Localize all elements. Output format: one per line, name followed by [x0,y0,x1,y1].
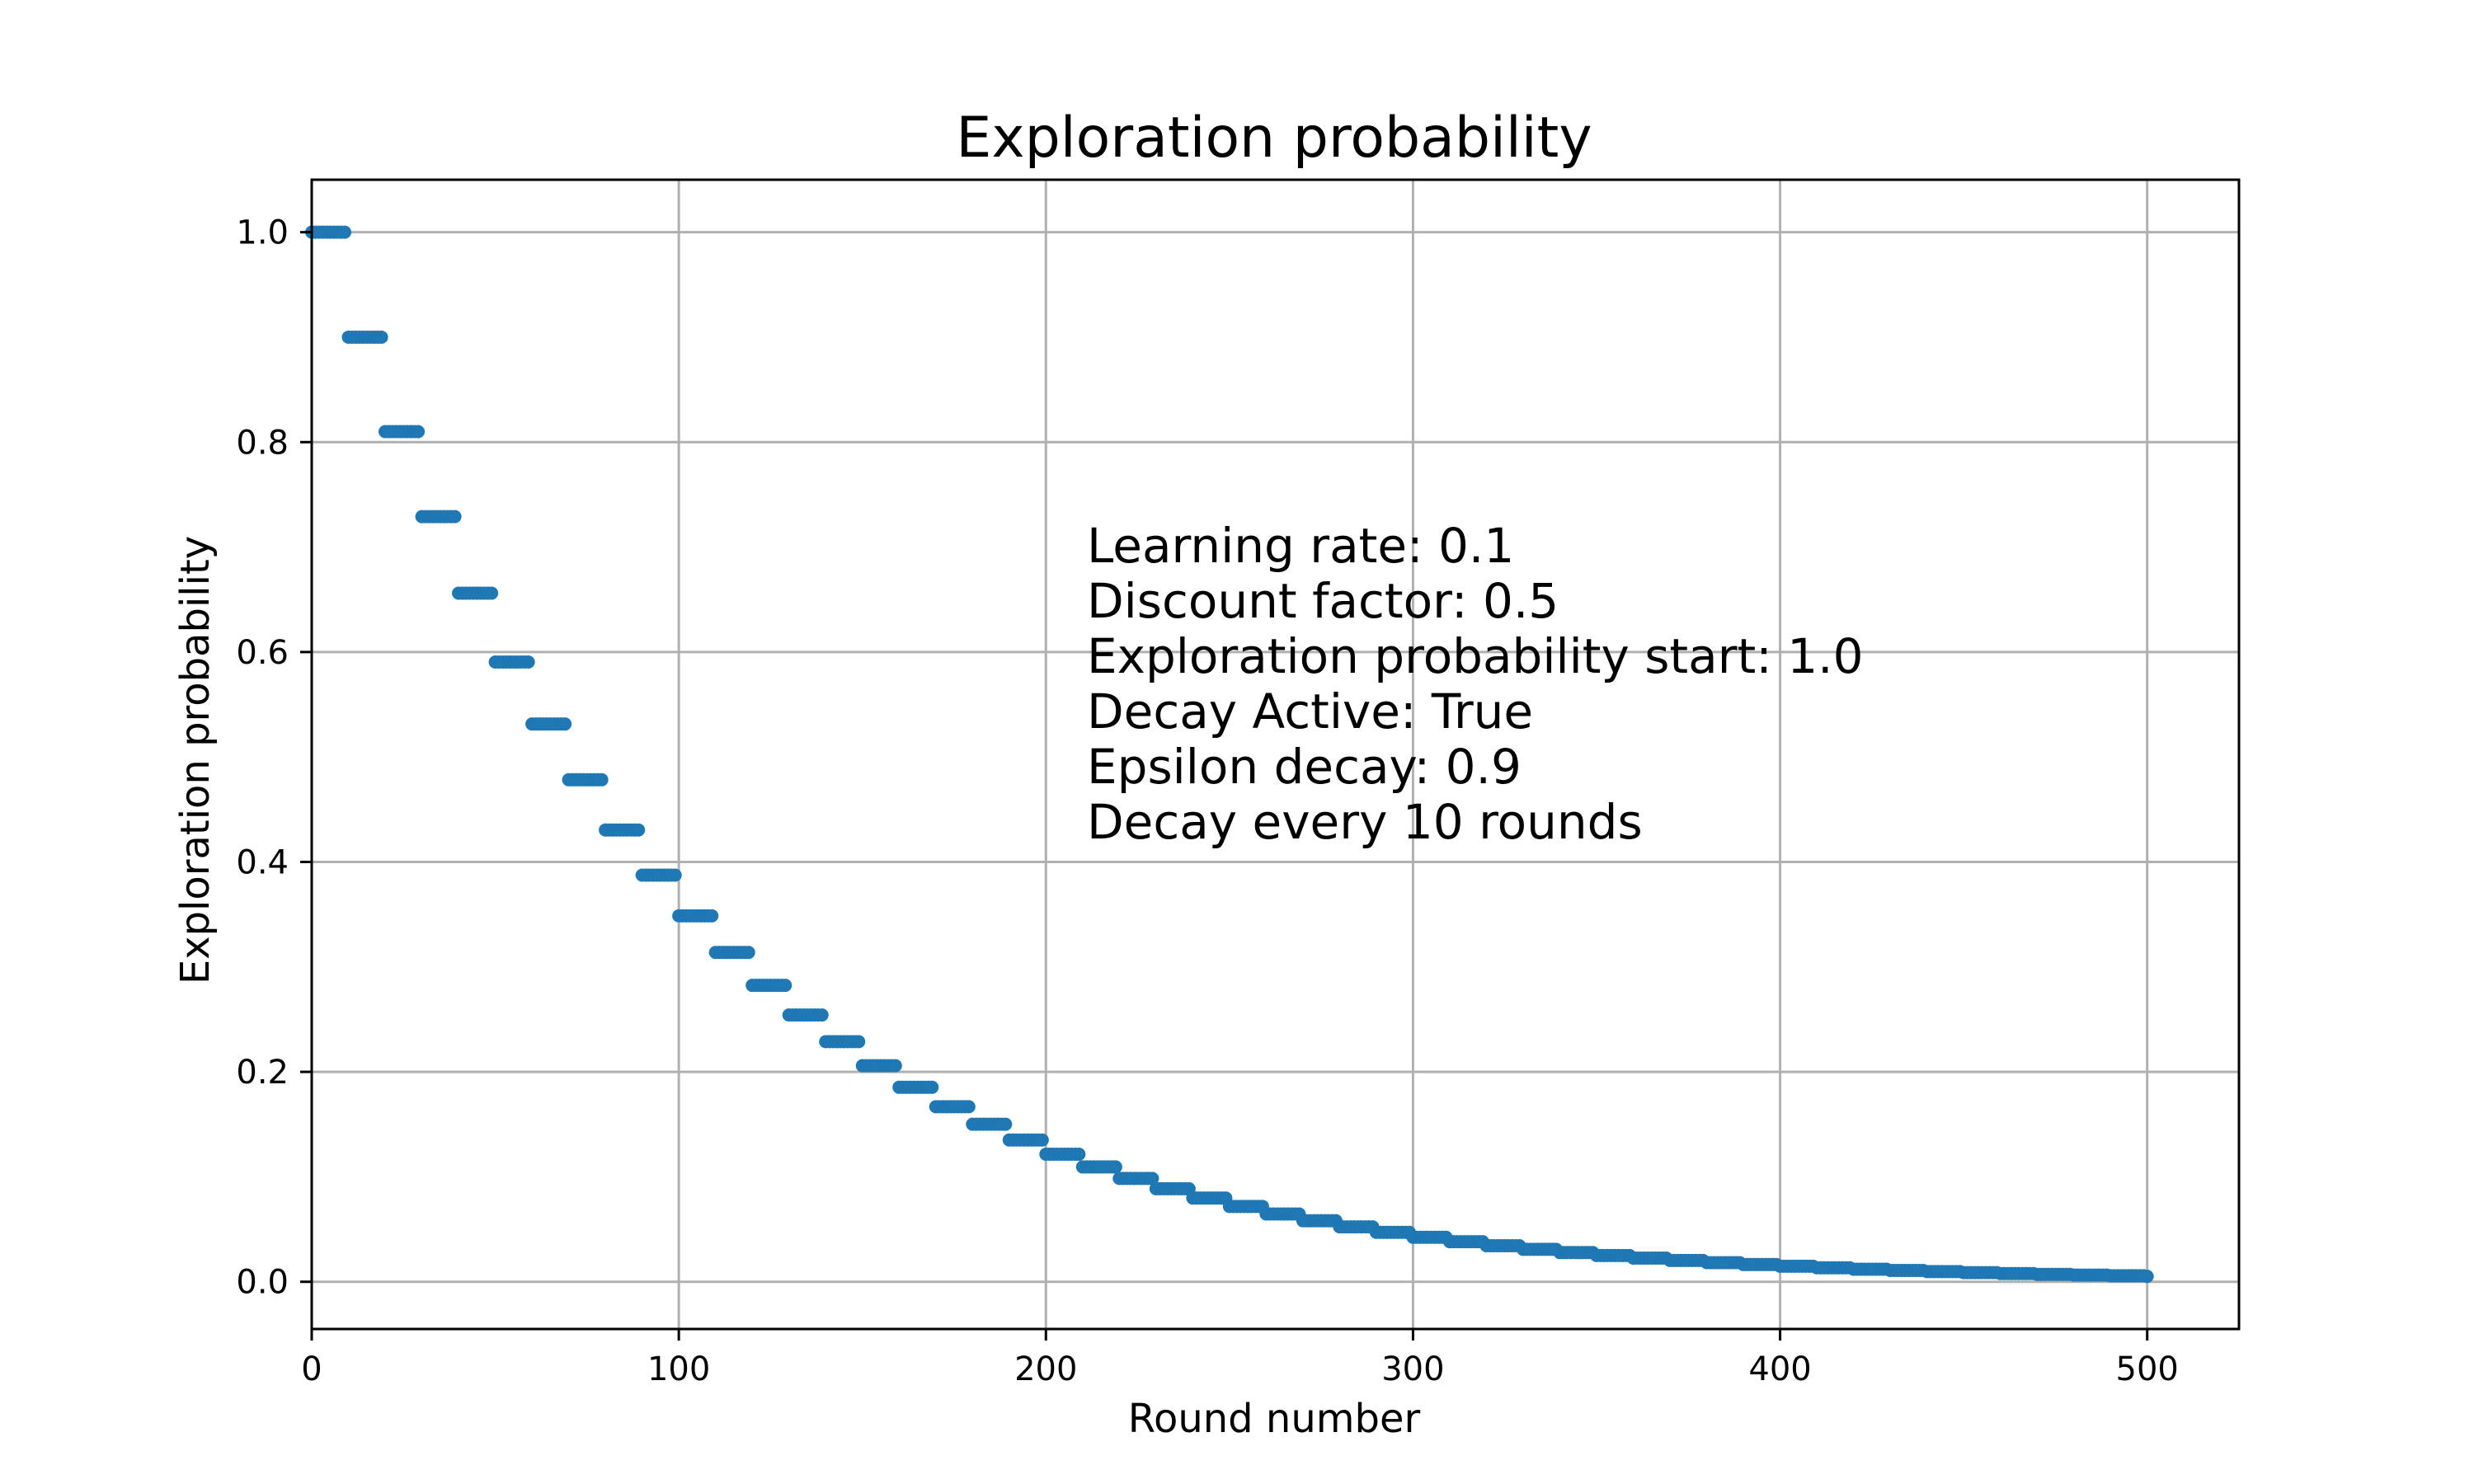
data-point [962,1100,976,1114]
data-point [595,773,609,787]
annotation-line: Decay every 10 rounds [1087,794,1643,850]
data-point [888,1059,902,1073]
data-point [668,868,682,882]
y-tick-label: 0.6 [236,634,289,672]
data-point [448,510,462,524]
y-tick-label: 0.0 [236,1264,289,1302]
annotation-line: Discount factor: 0.5 [1087,573,1559,629]
y-tick-label: 1.0 [236,214,289,252]
annotation-line: Learning rate: 0.1 [1087,518,1514,574]
data-series [305,225,2154,1284]
grid-lines [310,180,2239,1329]
plot-frame [310,178,2241,1331]
axis-ticks: 0 100 200 300 400 500 0.0 0.2 0.4 0.6 0.8 1.0 [236,214,2179,1388]
data-point [852,1035,866,1049]
data-point [485,586,499,600]
annotation-line: Exploration probability start: 1.0 [1087,628,1864,684]
y-axis-label: Exploration probability [172,536,219,984]
y-tick-label: 0.2 [236,1054,289,1092]
x-tick-label: 0 [301,1350,322,1388]
data-point [1108,1160,1122,1174]
data-point [1072,1147,1086,1161]
x-tick-label: 300 [1381,1350,1444,1388]
chart-title: Exploration probability [956,106,1592,171]
data-point [925,1080,939,1094]
annotation-line: Epsilon decay: 0.9 [1087,739,1522,795]
data-point [2140,1270,2154,1284]
data-point [705,909,719,923]
y-tick-label: 0.8 [236,424,289,462]
data-point [632,823,646,837]
data-point [999,1117,1013,1131]
data-point [1035,1133,1049,1147]
data-point [338,225,352,239]
x-tick-label: 500 [2116,1350,2179,1388]
data-point [741,946,755,960]
x-tick-label: 400 [1748,1350,1811,1388]
data-point [778,979,793,993]
data-point [1145,1172,1159,1186]
x-tick-label: 100 [647,1350,710,1388]
data-point [558,717,572,731]
data-point [521,655,535,669]
data-point [374,330,388,344]
annotation-line: Decay Active: True [1087,683,1533,740]
data-point [815,1008,829,1022]
x-tick-label: 200 [1014,1350,1077,1388]
x-axis-label: Round number [1128,1396,1421,1442]
data-point [412,425,426,439]
y-tick-label: 0.4 [236,843,289,881]
